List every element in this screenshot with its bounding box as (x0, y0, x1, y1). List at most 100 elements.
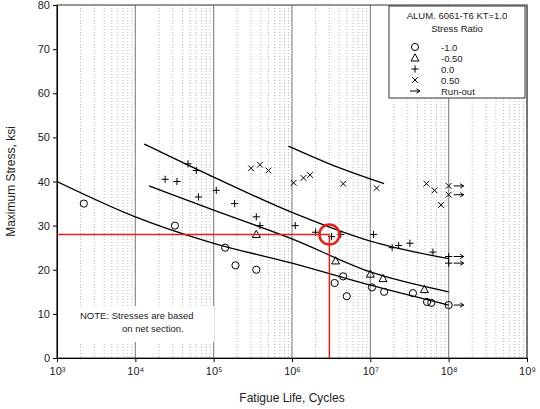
legend-label: 0.50 (441, 75, 460, 86)
data-point (292, 222, 299, 229)
legend-label: -1.0 (441, 42, 457, 53)
y-tick-label: 50 (38, 131, 50, 143)
run-out-arrow (454, 193, 464, 197)
data-point (340, 181, 346, 187)
x-tick: 10³ (50, 358, 66, 377)
series-1 (252, 230, 428, 292)
x-tick-label: 10⁸ (441, 365, 458, 377)
minor-grid-line (329, 5, 330, 358)
minor-grid-line (104, 5, 105, 358)
fit-line (57, 182, 449, 306)
plot-frame (57, 5, 527, 358)
data-point (424, 181, 430, 187)
fit-line (144, 144, 448, 259)
plot-marks (57, 144, 464, 358)
x-tick-label: 10⁷ (363, 365, 379, 377)
minor-grid-line (190, 5, 191, 358)
data-point (445, 260, 452, 267)
y-tick-label: 10 (38, 308, 50, 320)
data-point (446, 192, 452, 198)
minor-grid-line (260, 5, 261, 358)
data-point (307, 172, 313, 178)
x-tick-mark (292, 358, 293, 362)
data-point (409, 290, 416, 297)
minor-grid-line (339, 5, 340, 358)
x-tick-mark (57, 358, 58, 362)
data-point (429, 249, 436, 256)
minor-grid-line (251, 5, 252, 358)
y-tick-mark (53, 137, 57, 138)
minor-grid-line (288, 5, 289, 358)
minor-grid-line (352, 5, 353, 358)
y-tick: 60 (38, 87, 57, 99)
reference-line-v (329, 234, 331, 358)
data-point (257, 162, 263, 168)
x-tick-mark (214, 358, 215, 362)
y-tick-mark (53, 314, 57, 315)
data-point (368, 284, 375, 291)
minor-grid-line (366, 5, 367, 358)
note-box (76, 306, 214, 342)
minor-grid-line (279, 5, 280, 358)
data-point (446, 183, 452, 189)
data-point (301, 175, 307, 181)
data-point (248, 165, 254, 171)
y-tick-label: 60 (38, 87, 50, 99)
legend-title: Stress Ratio (431, 23, 483, 34)
y-tick-mark (53, 358, 57, 359)
minor-grid-line (172, 5, 173, 358)
legend-box (389, 6, 525, 98)
data-point (438, 202, 444, 208)
data-point (266, 168, 272, 174)
minor-grid-line (158, 5, 159, 358)
minor-grid-line (274, 5, 275, 358)
x-tick-mark (527, 358, 528, 362)
minor-grid-line (201, 5, 202, 358)
y-tick: 30 (38, 220, 57, 232)
minor-grid-line (80, 5, 81, 358)
y-tick: 40 (38, 176, 57, 188)
legend-label: 0.0 (441, 64, 454, 75)
data-point (222, 244, 229, 251)
y-tick-label: 30 (38, 220, 50, 232)
legend-marker (411, 65, 418, 72)
x-axis: 10³10⁴10⁵10⁶10⁷10⁸10⁹ (50, 358, 536, 377)
series-3 (248, 162, 451, 208)
x-tick-mark (449, 358, 450, 362)
y-axis-title: Maximum Stress, ksi (4, 126, 18, 237)
minor-grid-line (182, 5, 183, 358)
data-point (331, 279, 338, 286)
data-point (374, 185, 380, 191)
y-tick-label: 0 (44, 352, 50, 364)
data-point (231, 200, 238, 207)
x-tick-label: 10⁵ (206, 365, 223, 377)
minor-grid-line (237, 5, 238, 358)
data-point (213, 187, 220, 194)
y-tick-label: 20 (38, 264, 50, 276)
minor-grid-line (210, 5, 211, 358)
data-point (340, 273, 347, 280)
data-point (395, 242, 402, 249)
data-point (370, 231, 377, 238)
reference-line-h (57, 234, 329, 236)
legend-marker (411, 54, 419, 61)
data-point (445, 253, 452, 260)
x-tick: 10⁷ (363, 358, 379, 377)
minor-grid-line (284, 5, 285, 358)
legend-label: Run-out (441, 86, 475, 97)
minor-grid-line (117, 5, 118, 358)
minor-grid-line (268, 5, 269, 358)
data-point (420, 285, 428, 292)
data-point (232, 262, 239, 269)
data-point (173, 178, 180, 185)
grid (57, 5, 527, 358)
y-tick: 0 (44, 352, 57, 364)
x-tick-label: 10³ (50, 365, 66, 377)
series-2 (162, 160, 453, 266)
run-out-arrow (454, 184, 464, 188)
data-point (291, 180, 297, 186)
minor-grid-line (358, 5, 359, 358)
data-point (80, 200, 87, 207)
y-tick-mark (53, 226, 57, 227)
y-tick: 20 (38, 264, 57, 276)
